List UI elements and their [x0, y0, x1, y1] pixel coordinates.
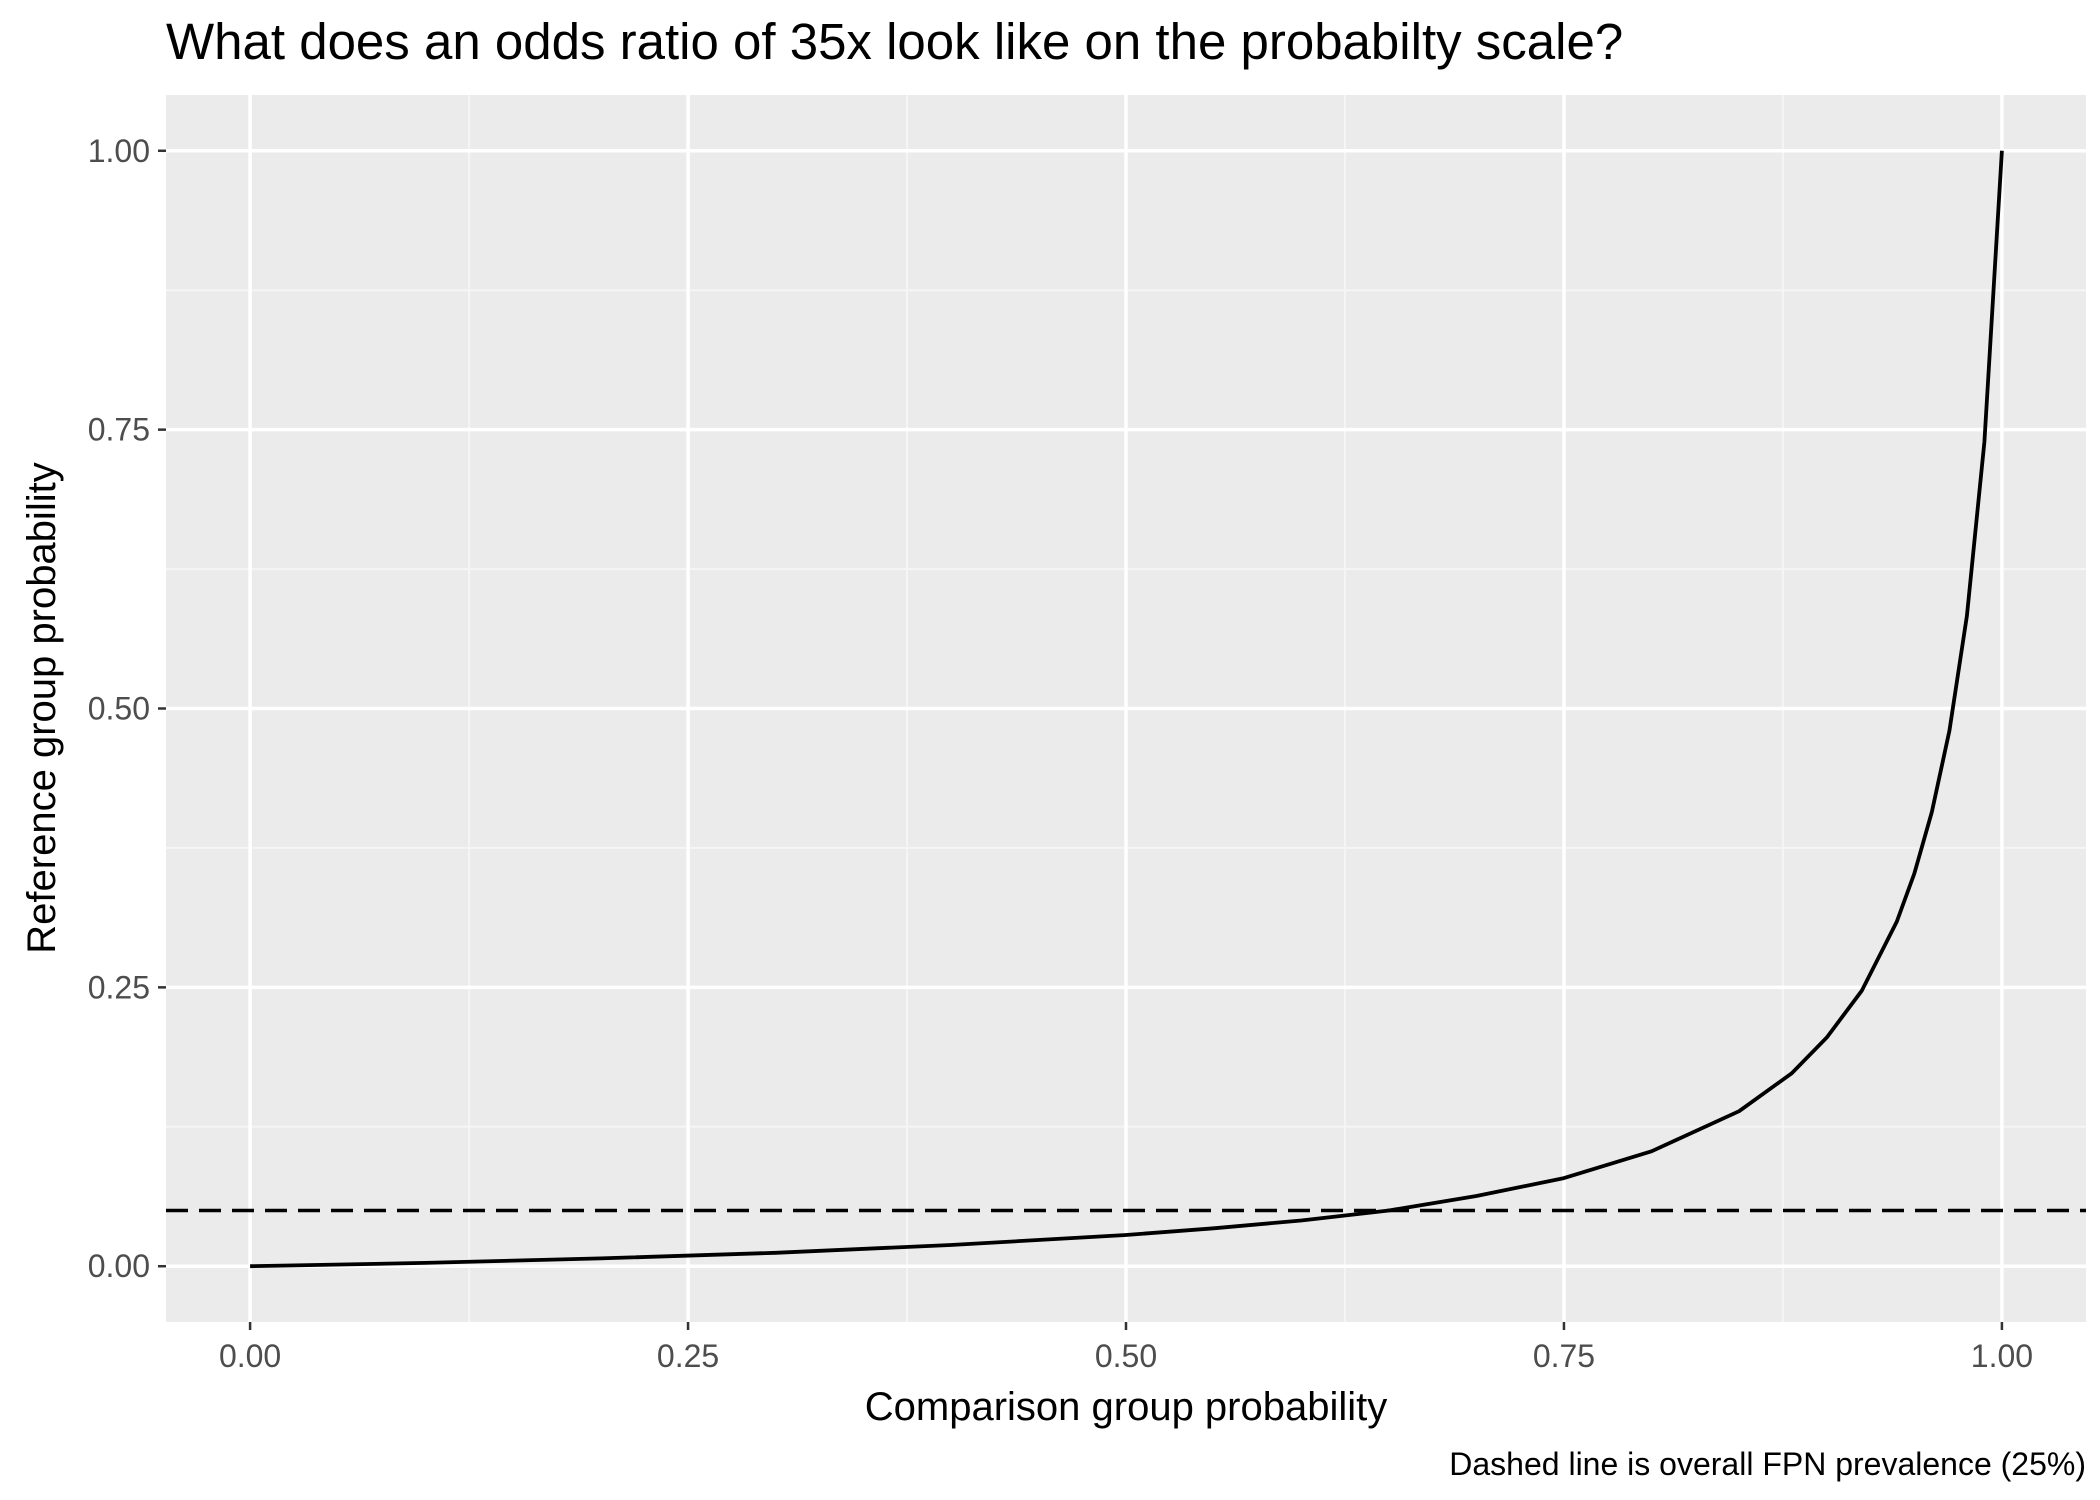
x-tick-label: 0.25: [657, 1338, 719, 1374]
y-tick-label: 0.25: [88, 969, 150, 1005]
chart-title: What does an odds ratio of 35x look like…: [166, 13, 1623, 70]
caption: Dashed line is overall FPN prevalence (2…: [1449, 1446, 2086, 1482]
gridlines: [166, 95, 2086, 1322]
y-axis-title: Reference group probability: [20, 462, 64, 953]
x-tick-label: 0.00: [219, 1338, 281, 1374]
data-series: [166, 150, 2086, 1269]
x-axis-title: Comparison group probability: [865, 1385, 1388, 1429]
x-tick-label: 1.00: [1971, 1338, 2033, 1374]
axes: 0.00 0.25 0.50 0.75 1.00 0.00 0.25 0.50 0.75 1.00: [88, 133, 2033, 1374]
y-tick-label: 1.00: [88, 133, 150, 169]
y-tick-label: 0.75: [88, 412, 150, 448]
x-tick-label: 0.75: [1533, 1338, 1595, 1374]
x-tick-label: 0.50: [1095, 1338, 1157, 1374]
y-tick-label: 0.00: [88, 1248, 150, 1284]
y-tick-label: 0.50: [88, 691, 150, 727]
odds-ratio-curve: [250, 150, 2004, 1269]
